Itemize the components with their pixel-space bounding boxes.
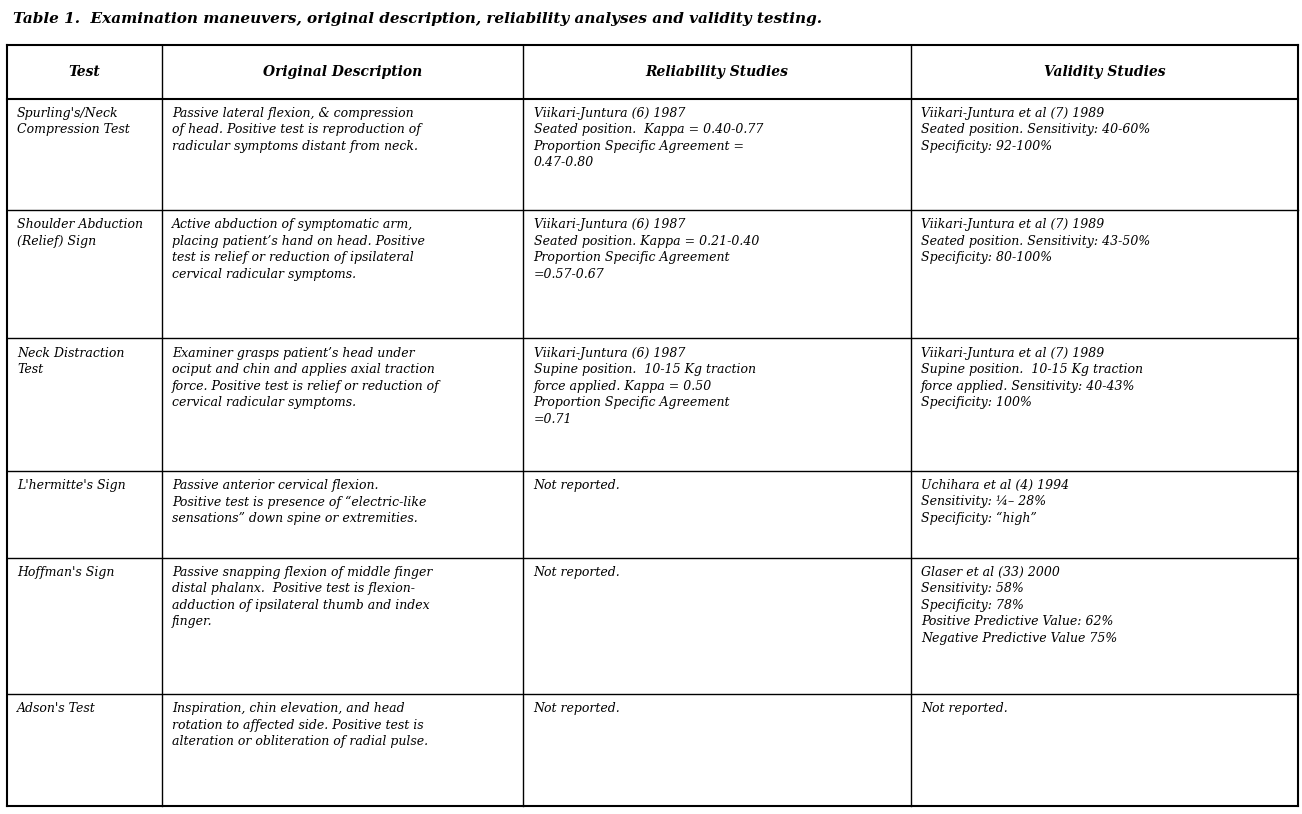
Text: Glaser et al (33) 2000
Sensitivity: 58%
Specificity: 78%
Positive Predictive Val: Glaser et al (33) 2000 Sensitivity: 58% … — [921, 566, 1117, 645]
Text: Passive snapping flexion of middle finger
distal phalanx.  Positive test is flex: Passive snapping flexion of middle finge… — [172, 566, 432, 628]
Text: Not reported.: Not reported. — [534, 566, 620, 579]
Text: Reliability Studies: Reliability Studies — [646, 64, 788, 79]
Text: Inspiration, chin elevation, and head
rotation to affected side. Positive test i: Inspiration, chin elevation, and head ro… — [172, 702, 428, 748]
Text: Not reported.: Not reported. — [534, 702, 620, 716]
Text: Viikari-Juntura et al (7) 1989
Supine position.  10-15 Kg traction
force applied: Viikari-Juntura et al (7) 1989 Supine po… — [921, 347, 1143, 409]
Text: Viikari-Juntura (6) 1987
Seated position.  Kappa = 0.40-0.77
Proportion Specific: Viikari-Juntura (6) 1987 Seated position… — [534, 107, 763, 169]
Text: Table 1.  Examination maneuvers, original description, reliability analyses and : Table 1. Examination maneuvers, original… — [13, 12, 822, 26]
Text: Adson's Test: Adson's Test — [17, 702, 95, 716]
Text: Passive lateral flexion, & compression
of head. Positive test is reproduction of: Passive lateral flexion, & compression o… — [172, 107, 421, 153]
Text: Viikari-Juntura et al (7) 1989
Seated position. Sensitivity: 43-50%
Specificity:: Viikari-Juntura et al (7) 1989 Seated po… — [921, 218, 1150, 265]
Text: Test: Test — [68, 64, 100, 79]
Text: Not reported.: Not reported. — [534, 479, 620, 492]
Text: Not reported.: Not reported. — [921, 702, 1008, 716]
Text: Spurling's/Neck
Compression Test: Spurling's/Neck Compression Test — [17, 107, 130, 136]
Text: Hoffman's Sign: Hoffman's Sign — [17, 566, 115, 579]
Text: Viikari-Juntura (6) 1987
Seated position. Kappa = 0.21-0.40
Proportion Specific : Viikari-Juntura (6) 1987 Seated position… — [534, 218, 759, 281]
Text: Shoulder Abduction
(Relief) Sign: Shoulder Abduction (Relief) Sign — [17, 218, 143, 248]
Text: Validity Studies: Validity Studies — [1044, 64, 1165, 79]
Text: L'hermitte's Sign: L'hermitte's Sign — [17, 479, 125, 492]
Text: Viikari-Juntura (6) 1987
Supine position.  10-15 Kg traction
force applied. Kapp: Viikari-Juntura (6) 1987 Supine position… — [534, 347, 755, 426]
Text: Neck Distraction
Test: Neck Distraction Test — [17, 347, 124, 376]
Text: Examiner grasps patient’s head under
ociput and chin and applies axial traction
: Examiner grasps patient’s head under oci… — [172, 347, 440, 409]
Text: Passive anterior cervical flexion.
Positive test is presence of “electric-like
s: Passive anterior cervical flexion. Posit… — [172, 479, 426, 525]
Text: Viikari-Juntura et al (7) 1989
Seated position. Sensitivity: 40-60%
Specificity:: Viikari-Juntura et al (7) 1989 Seated po… — [921, 107, 1150, 153]
Text: Active abduction of symptomatic arm,
placing patient’s hand on head. Positive
te: Active abduction of symptomatic arm, pla… — [172, 218, 424, 281]
Text: Original Description: Original Description — [263, 64, 422, 79]
Text: Uchihara et al (4) 1994
Sensitivity: ¼– 28%
Specificity: “high”: Uchihara et al (4) 1994 Sensitivity: ¼– … — [921, 479, 1069, 525]
